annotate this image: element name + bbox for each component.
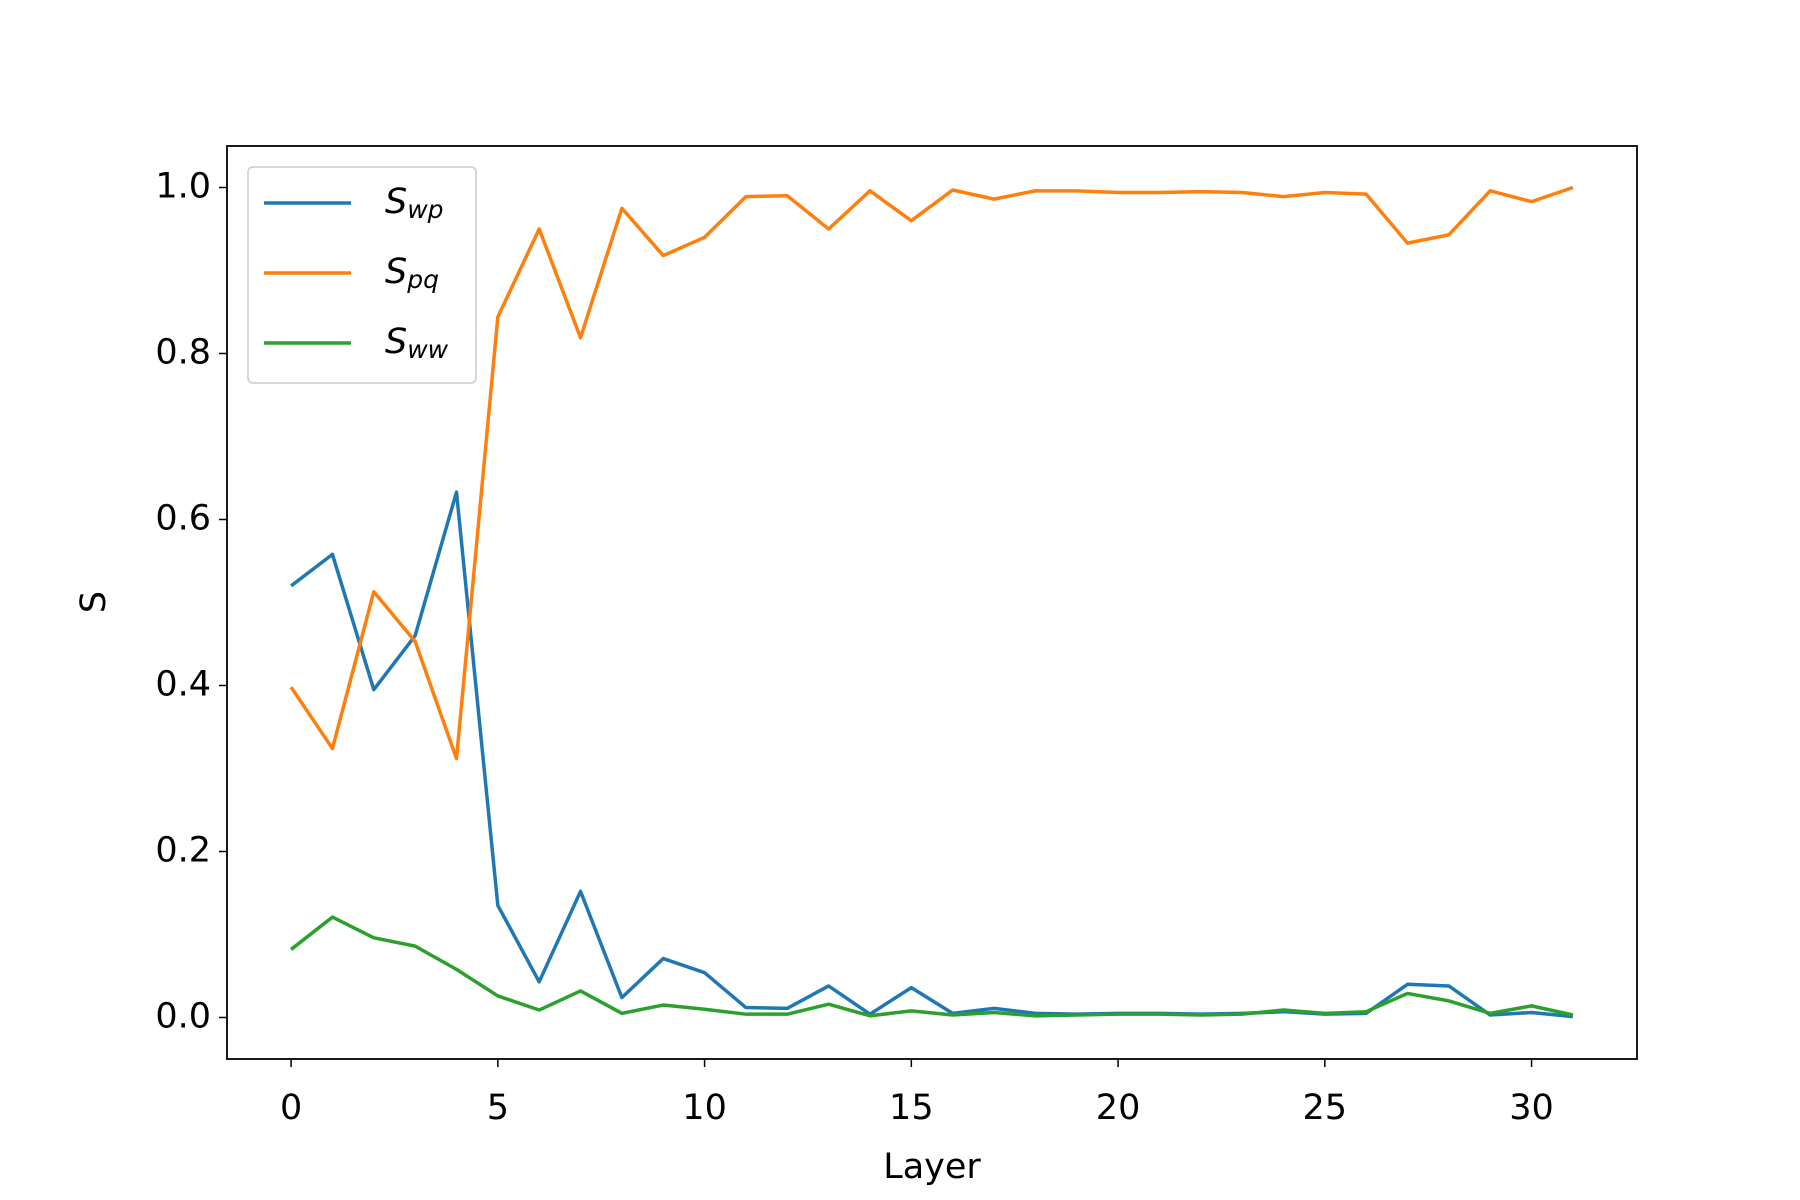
series-line — [290, 490, 1574, 1019]
y-axis-label: S — [74, 591, 114, 613]
x-tick-label: 15 — [889, 1088, 934, 1128]
series-line — [290, 915, 1574, 1018]
plot-frame — [226, 145, 1638, 1060]
x-tick-label: 20 — [1096, 1088, 1141, 1128]
x-axis-label: Layer — [883, 1147, 981, 1187]
y-tick-label: 0.8 — [155, 333, 211, 373]
x-tick-label: 0 — [280, 1088, 302, 1128]
x-tick-label: 5 — [487, 1088, 509, 1128]
y-tick-label: 1.0 — [155, 167, 211, 207]
y-tick-label: 0.4 — [155, 665, 211, 705]
legend-label: Swp — [385, 182, 444, 224]
legend-label: Sww — [385, 322, 449, 364]
y-tick-label: 0.2 — [155, 831, 211, 871]
y-tick-label: 0.6 — [155, 499, 211, 539]
series-line — [289, 185, 1574, 761]
y-tick-label: 0.0 — [155, 997, 211, 1037]
legend-label: Spq — [385, 252, 439, 294]
x-tick-label: 25 — [1303, 1088, 1348, 1128]
x-tick-label: 30 — [1509, 1088, 1554, 1128]
x-tick-label: 10 — [682, 1088, 727, 1128]
legend-box — [247, 166, 477, 384]
